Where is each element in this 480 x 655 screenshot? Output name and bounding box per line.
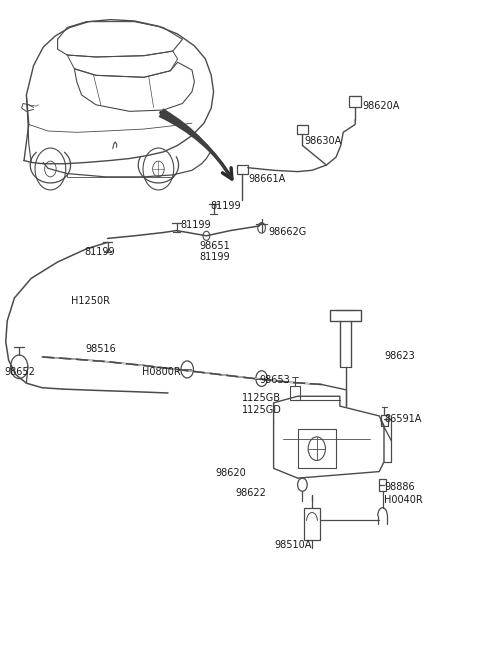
Text: H0040R: H0040R — [384, 495, 423, 505]
Bar — [298, 429, 336, 468]
Bar — [330, 310, 361, 321]
Text: 81199: 81199 — [210, 201, 241, 212]
Text: 98652: 98652 — [5, 367, 36, 377]
Text: 98623: 98623 — [384, 350, 415, 361]
Text: 98886: 98886 — [384, 482, 415, 493]
Text: 98516: 98516 — [85, 344, 116, 354]
Text: 81199: 81199 — [180, 219, 211, 230]
Text: 98662G: 98662G — [269, 227, 307, 237]
Text: 98651: 98651 — [199, 240, 230, 251]
Text: 98622: 98622 — [235, 487, 266, 498]
Text: 86591A: 86591A — [384, 414, 421, 424]
Text: 98510A: 98510A — [274, 540, 312, 550]
Bar — [349, 96, 361, 107]
Bar — [304, 508, 320, 540]
Bar — [237, 165, 248, 174]
Text: 1125GD: 1125GD — [242, 405, 282, 415]
Text: 81199: 81199 — [84, 247, 115, 257]
Text: 1125GB: 1125GB — [242, 393, 281, 403]
Bar — [379, 479, 386, 491]
Text: H1250R: H1250R — [71, 296, 110, 307]
Text: 98620A: 98620A — [362, 101, 400, 111]
Text: 98653: 98653 — [259, 375, 290, 385]
Text: 98630A: 98630A — [305, 136, 342, 147]
Text: 98661A: 98661A — [249, 174, 286, 185]
Text: 98620: 98620 — [215, 468, 246, 478]
Bar — [290, 386, 300, 400]
Text: H0800R: H0800R — [142, 367, 180, 377]
Bar — [381, 415, 388, 426]
Text: 81199: 81199 — [199, 252, 230, 262]
Bar — [297, 125, 308, 134]
